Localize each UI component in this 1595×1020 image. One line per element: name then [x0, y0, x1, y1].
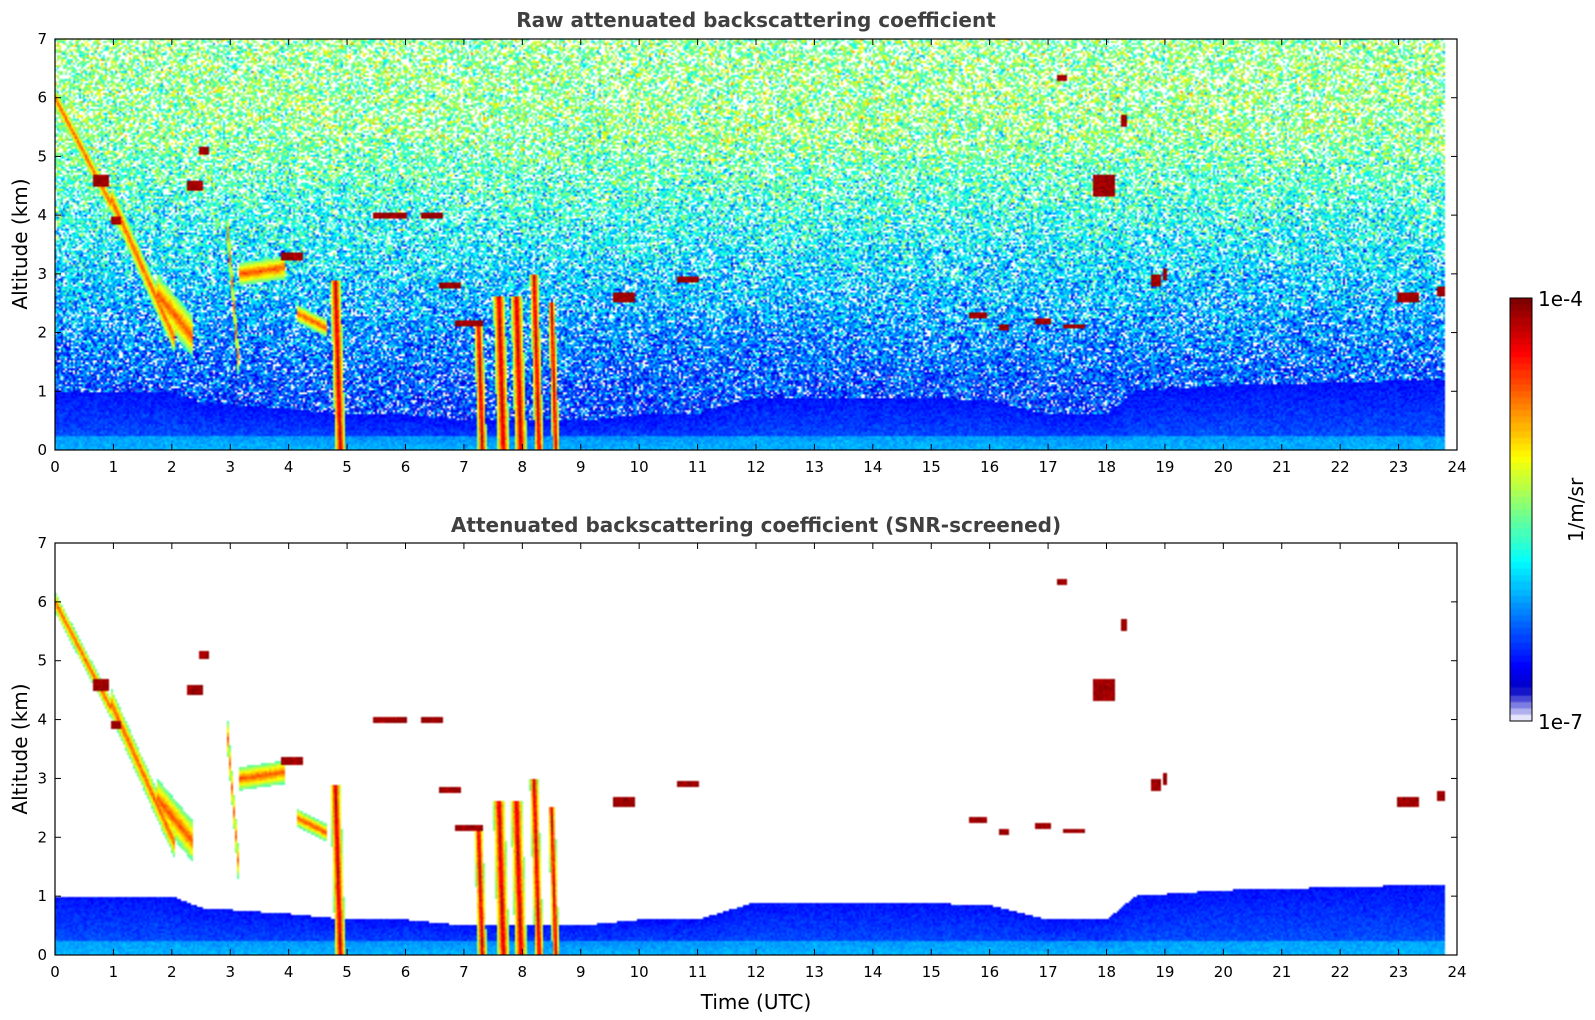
x-tick-label: 13: [805, 458, 824, 476]
bottom-heatmap-image: [55, 543, 1457, 955]
x-tick-label: 9: [576, 458, 586, 476]
top-y-axis-label: Altitude (km): [8, 178, 32, 309]
colorbar-gradient: [1510, 298, 1532, 721]
y-tick-label: 6: [37, 593, 47, 611]
x-tick-label: 15: [922, 458, 941, 476]
x-tick-label: 12: [746, 458, 765, 476]
x-tick-label: 18: [1097, 963, 1116, 981]
x-tick-label: 17: [1039, 458, 1058, 476]
x-tick-label: 23: [1389, 458, 1408, 476]
x-tick-label: 8: [518, 963, 528, 981]
x-tick-label: 6: [401, 458, 411, 476]
x-tick-label: 10: [630, 963, 649, 981]
x-tick-label: 13: [805, 963, 824, 981]
y-tick-label: 2: [37, 324, 47, 342]
x-tick-label: 11: [688, 458, 707, 476]
y-tick-label: 3: [37, 265, 47, 283]
x-tick-label: 7: [459, 458, 469, 476]
x-axis-label: Time (UTC): [700, 990, 812, 1014]
x-tick-label: 10: [630, 458, 649, 476]
top-heatmap-image: [55, 39, 1457, 450]
y-tick-label: 4: [37, 711, 47, 729]
x-tick-label: 14: [863, 963, 882, 981]
x-tick-label: 22: [1331, 963, 1350, 981]
x-tick-label: 19: [1155, 963, 1174, 981]
y-tick-label: 5: [37, 652, 47, 670]
y-tick-label: 2: [37, 828, 47, 846]
x-tick-label: 23: [1389, 963, 1408, 981]
x-tick-label: 16: [980, 963, 999, 981]
x-tick-label: 0: [50, 458, 60, 476]
x-tick-label: 16: [980, 458, 999, 476]
x-tick-label: 20: [1214, 458, 1233, 476]
top-chart-title: Raw attenuated backscattering coefficien…: [516, 8, 996, 32]
x-tick-label: 2: [167, 458, 177, 476]
x-tick-label: 21: [1272, 458, 1291, 476]
x-tick-label: 5: [342, 458, 352, 476]
top-axes: 0 1 2 3 4 5 6 7 8 9 10 11 12 13 14 15 16 17 18 19 20 21 22 23 24…: [37, 30, 1466, 476]
x-tick-label: 19: [1155, 458, 1174, 476]
x-tick-label: 18: [1097, 458, 1116, 476]
x-tick-label: 1: [109, 963, 119, 981]
x-tick-label: 11: [688, 963, 707, 981]
y-tick-label: 0: [37, 441, 47, 459]
x-tick-label: 4: [284, 458, 294, 476]
x-tick-label: 1: [109, 458, 119, 476]
y-tick-label: 7: [37, 30, 47, 48]
y-tick-label: 5: [37, 147, 47, 165]
x-tick-label: 21: [1272, 963, 1291, 981]
y-tick-label: 6: [37, 89, 47, 107]
x-tick-label: 3: [225, 963, 235, 981]
x-tick-label: 12: [746, 963, 765, 981]
colorbar-unit-label: 1/m/sr: [1564, 477, 1588, 542]
y-tick-label: 1: [37, 382, 47, 400]
y-tick-label: 4: [37, 206, 47, 224]
bottom-y-axis-label: Altitude (km): [8, 683, 32, 814]
x-tick-label: 7: [459, 963, 469, 981]
colorbar-frame: [1509, 297, 1533, 722]
x-tick-label: 2: [167, 963, 177, 981]
y-tick-label: 7: [37, 534, 47, 552]
x-tick-label: 4: [284, 963, 294, 981]
x-tick-label: 14: [863, 458, 882, 476]
x-tick-label: 17: [1039, 963, 1058, 981]
x-tick-label: 0: [50, 963, 60, 981]
x-tick-label: 15: [922, 963, 941, 981]
x-tick-label: 9: [576, 963, 586, 981]
y-tick-label: 3: [37, 769, 47, 787]
bottom-chart-title: Attenuated backscattering coefficient (S…: [451, 513, 1061, 537]
x-tick-label: 22: [1331, 458, 1350, 476]
x-tick-label: 5: [342, 963, 352, 981]
y-tick-label: 1: [37, 887, 47, 905]
y-tick-label: 0: [37, 946, 47, 964]
colorbar-max-label: 1e-4: [1538, 287, 1583, 311]
x-tick-label: 3: [225, 458, 235, 476]
x-tick-label: 8: [518, 458, 528, 476]
x-tick-label: 24: [1447, 963, 1466, 981]
bottom-axes: 0 1 2 3 4 5 6 7 8 9 10 11 12 13 14 15 16 17 18 19 20 21 22 23 24…: [37, 534, 1466, 981]
x-tick-label: 24: [1447, 458, 1466, 476]
x-tick-label: 6: [401, 963, 411, 981]
colorbar-min-label: 1e-7: [1538, 710, 1583, 734]
x-tick-label: 20: [1214, 963, 1233, 981]
